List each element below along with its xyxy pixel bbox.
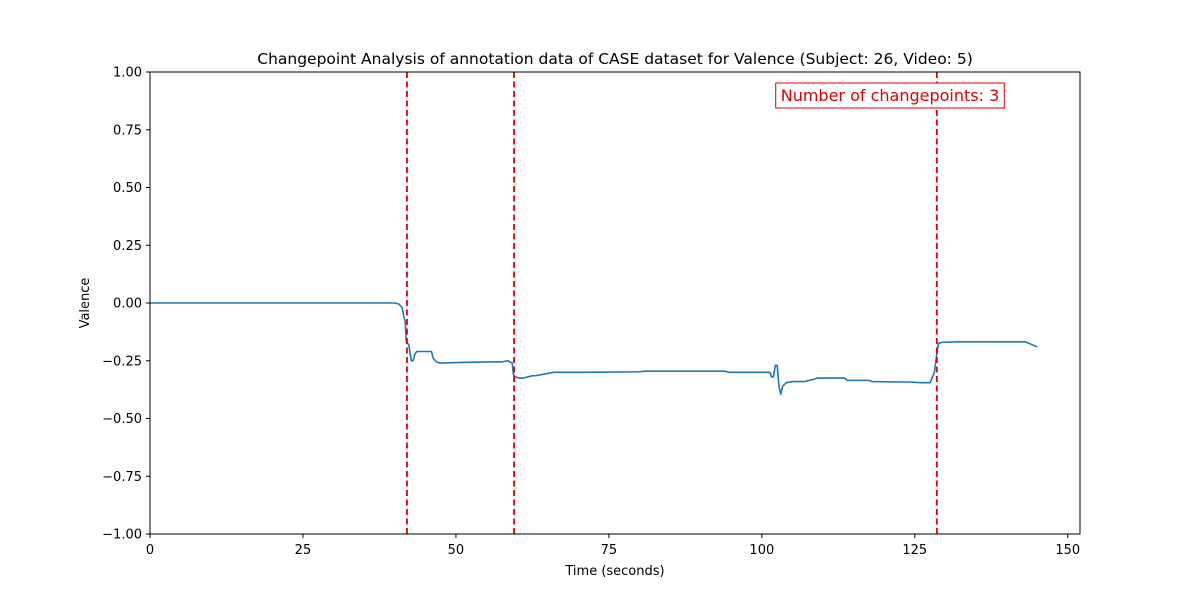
x-tick-label: 0 — [146, 543, 154, 558]
y-tick-label: −1.00 — [102, 528, 142, 543]
plot-area — [150, 72, 1038, 534]
plot-frame — [149, 71, 1081, 535]
y-axis: 1.00 0.75 0.50 0.25 0.00 −0.25 −0.50 −0.75 −1.00 — [102, 66, 150, 543]
y-tick-label: −0.50 — [102, 412, 142, 427]
y-tick-label: 1.00 — [113, 66, 142, 81]
valence-series-line — [150, 302, 1038, 396]
x-tick-label: 125 — [902, 543, 927, 558]
y-tick-label: −0.25 — [102, 354, 142, 369]
x-axis: 0 25 50 75 100 125 150 — [146, 534, 1080, 558]
x-tick-label: 75 — [601, 543, 618, 558]
y-tick-label: −0.75 — [102, 470, 142, 485]
changepoint-count-annotation: Number of changepoints: 3 — [775, 82, 1005, 109]
y-tick-label: 0.00 — [113, 297, 142, 312]
y-tick-label: 0.75 — [113, 123, 142, 138]
x-tick-label: 150 — [1055, 543, 1080, 558]
y-axis-label: Valence — [78, 278, 93, 329]
x-axis-label: Time (seconds) — [564, 564, 664, 579]
chart-title: Changepoint Analysis of annotation data … — [257, 50, 973, 68]
annotation-text: Number of changepoints: 3 — [781, 86, 1000, 105]
y-tick-label: 0.25 — [113, 239, 142, 254]
x-tick-label: 25 — [295, 543, 312, 558]
x-tick-label: 100 — [749, 543, 774, 558]
y-tick-label: 0.50 — [113, 181, 142, 196]
annotation-box — [775, 82, 1005, 109]
x-tick-label: 50 — [448, 543, 465, 558]
